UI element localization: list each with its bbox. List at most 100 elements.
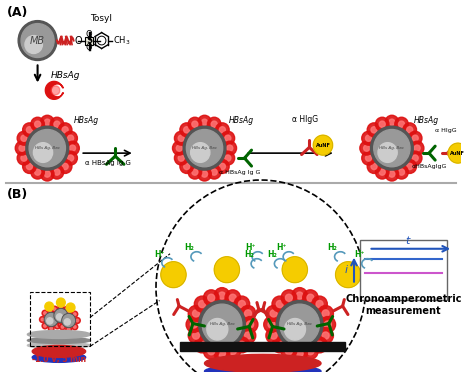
Text: AuNF: AuNF xyxy=(316,142,330,148)
Circle shape xyxy=(216,123,229,137)
Circle shape xyxy=(59,318,61,321)
Circle shape xyxy=(57,317,63,323)
Circle shape xyxy=(225,135,231,141)
Circle shape xyxy=(67,328,70,331)
Circle shape xyxy=(292,288,308,304)
Circle shape xyxy=(54,308,56,311)
Ellipse shape xyxy=(204,364,321,373)
Circle shape xyxy=(364,145,370,151)
Circle shape xyxy=(56,325,59,327)
Circle shape xyxy=(362,151,375,165)
Circle shape xyxy=(186,129,223,167)
Circle shape xyxy=(29,129,65,167)
Circle shape xyxy=(395,165,408,179)
Circle shape xyxy=(399,121,405,127)
Circle shape xyxy=(27,163,33,170)
Circle shape xyxy=(183,127,190,133)
Text: α HBsAg Ig G: α HBsAg Ig G xyxy=(219,170,260,175)
Circle shape xyxy=(41,318,44,321)
Circle shape xyxy=(245,310,252,317)
Circle shape xyxy=(201,119,208,125)
Circle shape xyxy=(312,337,328,353)
Circle shape xyxy=(42,310,48,316)
Circle shape xyxy=(211,121,217,127)
Circle shape xyxy=(61,313,64,316)
Circle shape xyxy=(54,320,56,323)
Circle shape xyxy=(42,323,48,329)
Circle shape xyxy=(324,321,331,328)
Circle shape xyxy=(214,257,239,283)
Circle shape xyxy=(282,257,308,283)
Circle shape xyxy=(292,345,308,361)
Circle shape xyxy=(54,169,60,175)
Circle shape xyxy=(58,160,72,173)
Text: H₂: H₂ xyxy=(267,250,277,259)
Circle shape xyxy=(414,145,420,151)
Ellipse shape xyxy=(32,352,86,362)
Circle shape xyxy=(207,319,228,340)
Circle shape xyxy=(180,123,193,137)
Circle shape xyxy=(68,314,71,317)
Circle shape xyxy=(214,288,230,304)
Circle shape xyxy=(57,317,63,323)
Text: HBs Ag. Bac: HBs Ag. Bac xyxy=(287,323,312,326)
Circle shape xyxy=(266,305,282,322)
Circle shape xyxy=(174,151,188,165)
Circle shape xyxy=(203,290,219,306)
Circle shape xyxy=(407,127,413,133)
Circle shape xyxy=(67,313,73,319)
Circle shape xyxy=(54,308,68,323)
Circle shape xyxy=(31,165,45,179)
Circle shape xyxy=(219,163,226,170)
Circle shape xyxy=(62,127,68,133)
Circle shape xyxy=(40,115,54,129)
Circle shape xyxy=(45,302,54,311)
Circle shape xyxy=(62,163,68,170)
Polygon shape xyxy=(51,86,60,95)
Circle shape xyxy=(316,341,323,348)
Circle shape xyxy=(303,290,318,306)
Circle shape xyxy=(365,135,372,141)
Circle shape xyxy=(173,141,186,155)
Circle shape xyxy=(192,332,200,339)
Circle shape xyxy=(208,294,215,301)
Circle shape xyxy=(66,308,72,314)
Text: α HIgG: α HIgG xyxy=(436,128,457,133)
Circle shape xyxy=(318,327,333,344)
Circle shape xyxy=(15,141,29,155)
Bar xyxy=(180,342,345,351)
Circle shape xyxy=(50,327,53,330)
Circle shape xyxy=(178,155,184,161)
Circle shape xyxy=(234,337,250,353)
Circle shape xyxy=(23,123,36,137)
Circle shape xyxy=(48,326,54,332)
Circle shape xyxy=(276,341,283,348)
Circle shape xyxy=(174,131,188,145)
Circle shape xyxy=(365,155,372,161)
Circle shape xyxy=(234,296,250,312)
Circle shape xyxy=(242,317,258,332)
Circle shape xyxy=(48,308,54,314)
Circle shape xyxy=(31,117,45,131)
Circle shape xyxy=(229,348,236,355)
Circle shape xyxy=(183,163,190,170)
Circle shape xyxy=(296,350,303,357)
Circle shape xyxy=(270,310,277,317)
Circle shape xyxy=(385,167,399,181)
Circle shape xyxy=(192,169,198,175)
Circle shape xyxy=(410,141,424,155)
Circle shape xyxy=(320,317,336,332)
Circle shape xyxy=(385,115,399,129)
Circle shape xyxy=(199,341,206,348)
Circle shape xyxy=(67,310,70,313)
Circle shape xyxy=(25,35,43,53)
Circle shape xyxy=(59,319,61,322)
Ellipse shape xyxy=(27,338,91,344)
Circle shape xyxy=(307,348,314,355)
Circle shape xyxy=(276,301,323,348)
Circle shape xyxy=(216,160,229,173)
Text: O: O xyxy=(86,43,92,51)
Circle shape xyxy=(198,115,211,129)
Circle shape xyxy=(180,160,193,173)
Circle shape xyxy=(208,165,221,179)
